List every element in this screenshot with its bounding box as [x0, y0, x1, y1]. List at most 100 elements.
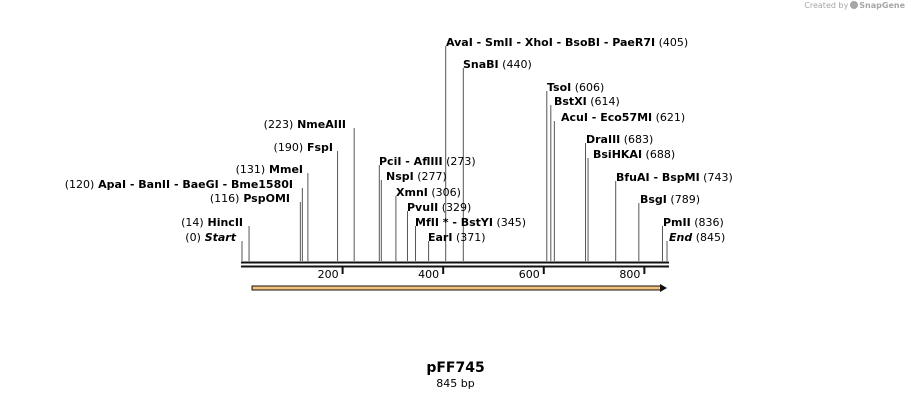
cut-site-label[interactable]: BstXI (614) — [554, 95, 620, 108]
enzyme-name: PmII — [663, 216, 691, 229]
enzyme-name: PciI — [379, 155, 401, 168]
enzyme-name: NspI — [386, 170, 414, 183]
cut-site-position: (14) — [181, 216, 204, 229]
enzyme-name: HincII — [204, 216, 243, 229]
cut-site-position: (223) — [264, 118, 294, 131]
enzyme-name: SnaBI — [463, 58, 499, 71]
cut-site-position: (621) — [652, 111, 685, 124]
snapgene-logo-icon — [850, 1, 859, 9]
cut-site-label[interactable]: XmnI (306) — [396, 186, 461, 199]
enzyme-name: AvaI — [446, 36, 473, 49]
enzyme-name: XmnI — [396, 186, 428, 199]
backbone-upper-strand — [241, 261, 669, 264]
cut-site-label[interactable]: (131) MmeI — [236, 163, 303, 176]
enzyme-name: EarI — [428, 231, 452, 244]
branding-name: SnapGene — [859, 1, 905, 10]
enzyme-name: BsgI — [640, 193, 667, 206]
cut-site-label[interactable]: EarI (371) — [428, 231, 486, 244]
cut-site-label[interactable]: PvuII (329) — [407, 201, 471, 214]
cut-site-label[interactable]: TsoI (606) — [547, 81, 604, 94]
enzyme-name: - BsoBI — [553, 36, 600, 49]
cut-site-label[interactable]: BfuAI - BspMI (743) — [616, 171, 733, 184]
enzyme-name: End — [669, 231, 692, 244]
enzyme-name: - Eco57MI — [588, 111, 652, 124]
enzyme-name: NmeAIII — [293, 118, 346, 131]
cut-site-lines — [241, 46, 668, 261]
plasmid-name: pFF745 — [426, 360, 485, 376]
enzyme-name: BstXI — [554, 95, 587, 108]
cut-site-label[interactable]: MfII * - BstYI (345) — [415, 216, 526, 229]
feature-arrow-body[interactable] — [251, 285, 662, 291]
cut-site-position: (845) — [692, 231, 725, 244]
enzyme-name: - BspMI — [650, 171, 700, 184]
cut-site-label[interactable]: DraIII (683) — [586, 133, 653, 146]
cut-site-position: (836) — [691, 216, 724, 229]
branding-prefix: Created by — [804, 1, 849, 10]
enzyme-name: - BstYI — [449, 216, 493, 229]
cut-site-label[interactable]: (120) ApaI - BanII - BaeGI - Bme1580I — [65, 178, 293, 191]
ruler-tick-label: 400 — [418, 268, 439, 281]
cut-site-position: (190) — [274, 141, 304, 154]
ruler-tick-label: 200 — [318, 268, 339, 281]
enzyme-name: ApaI — [94, 178, 126, 191]
cut-site-label[interactable]: (223) NmeAIII — [264, 118, 346, 131]
cut-site-label[interactable]: AcuI - Eco57MI (621) — [561, 111, 685, 124]
cut-site-position: (688) — [642, 148, 675, 161]
enzyme-name: - AflIII — [401, 155, 442, 168]
cut-site-label[interactable]: AvaI - SmII - XhoI - BsoBI - PaeR7I (405… — [446, 36, 688, 49]
enzyme-name: PspOMI — [239, 192, 290, 205]
plasmid-length: 845 bp — [436, 377, 475, 390]
cut-site-position: (606) — [571, 81, 604, 94]
snapgene-branding: Created by SnapGene — [804, 1, 905, 10]
cut-site-position: (0) — [185, 231, 201, 244]
enzyme-name: FspI — [303, 141, 333, 154]
enzyme-name: - PaeR7I — [600, 36, 655, 49]
ruler-tick-label: 800 — [619, 268, 640, 281]
backbone-lower-strand — [241, 265, 669, 268]
cut-site-label[interactable]: (190) FspI — [274, 141, 333, 154]
cut-site-position: (277) — [414, 170, 447, 183]
cut-site-label[interactable]: PciI - AflIII (273) — [379, 155, 476, 168]
cut-site-labels: (0) Start(14) HincII(116) PspOMI(120) Ap… — [65, 36, 733, 244]
cut-site-position: (116) — [210, 192, 240, 205]
cut-site-position: (743) — [700, 171, 733, 184]
cut-site-position: (683) — [620, 133, 653, 146]
cut-site-label[interactable]: (0) Start — [185, 231, 236, 244]
enzyme-name: PvuII — [407, 201, 438, 214]
cut-site-position: (329) — [438, 201, 471, 214]
cut-site-position: (345) — [493, 216, 526, 229]
enzyme-name: - BanII — [126, 178, 170, 191]
cut-site-position: (614) — [587, 95, 620, 108]
cut-site-label[interactable]: PmII (836) — [663, 216, 724, 229]
cut-site-label[interactable]: End (845) — [669, 231, 725, 244]
cut-site-position: (131) — [236, 163, 266, 176]
cut-site-label[interactable]: SnaBI (440) — [463, 58, 532, 71]
cut-site-label[interactable]: BsgI (789) — [640, 193, 700, 206]
feature-arrow-head[interactable] — [660, 284, 667, 292]
cut-site-position: (405) — [655, 36, 688, 49]
enzyme-name: - SmII — [473, 36, 513, 49]
enzyme-name: MfII * — [415, 216, 449, 229]
cut-site-position: (273) — [443, 155, 476, 168]
enzyme-name: BfuAI — [616, 171, 650, 184]
enzyme-name: MmeI — [265, 163, 303, 176]
enzyme-name: BsiHKAI — [593, 148, 642, 161]
ruler-tick-label: 600 — [519, 268, 540, 281]
cut-site-position: (306) — [428, 186, 461, 199]
ruler-ticks: 200 400 600 800 — [318, 267, 646, 281]
cut-site-label[interactable]: NspI (277) — [386, 170, 447, 183]
enzyme-name: Start — [201, 231, 237, 244]
enzyme-name: - Bme1580I — [219, 178, 293, 191]
cut-site-position: (789) — [667, 193, 700, 206]
enzyme-name: - BaeGI — [170, 178, 219, 191]
enzyme-name: - XhoI — [513, 36, 553, 49]
cut-site-position: (120) — [65, 178, 95, 191]
cut-site-label[interactable]: (14) HincII — [181, 216, 243, 229]
cut-site-label[interactable]: BsiHKAI (688) — [593, 148, 675, 161]
feature-arrow[interactable] — [251, 284, 667, 292]
cut-site-position: (371) — [452, 231, 485, 244]
enzyme-name: AcuI — [561, 111, 588, 124]
enzyme-name: TsoI — [547, 81, 571, 94]
cut-site-label[interactable]: (116) PspOMI — [210, 192, 290, 205]
